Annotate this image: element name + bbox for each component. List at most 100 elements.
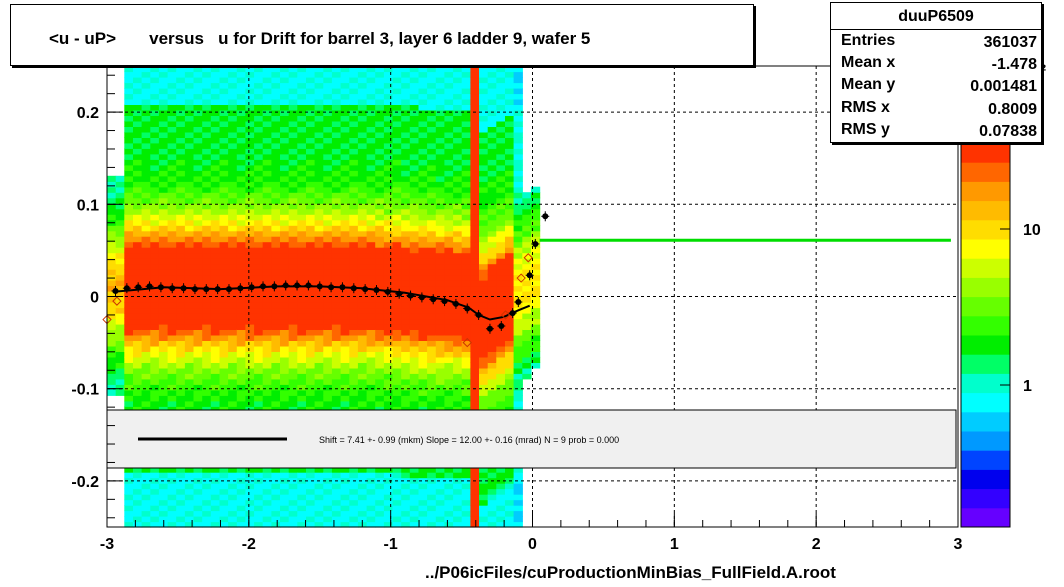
palette-band — [961, 181, 1010, 202]
heatmap-cell — [271, 274, 281, 281]
heatmap-cell — [280, 93, 290, 100]
heatmap-cell — [470, 329, 480, 336]
heatmap-cell — [107, 258, 117, 265]
heatmap-cell — [453, 82, 463, 89]
heatmap-cell — [297, 170, 307, 177]
heatmap-cell — [323, 225, 333, 232]
heatmap-cell — [383, 98, 394, 105]
heatmap-cell — [427, 214, 437, 221]
heatmap-cell — [280, 252, 290, 259]
heatmap-cell — [254, 236, 264, 243]
heatmap-cell — [331, 148, 342, 155]
profile-point — [328, 284, 335, 291]
heatmap-cell — [392, 197, 402, 204]
heatmap-cell — [357, 252, 368, 259]
heatmap-cell — [418, 307, 428, 314]
heatmap-cell — [262, 66, 272, 73]
heatmap-cell — [340, 236, 350, 243]
heatmap-cell — [383, 356, 394, 363]
heatmap-cell — [409, 488, 420, 495]
heatmap-cell — [158, 488, 169, 495]
heatmap-cell — [133, 214, 143, 221]
heatmap-cell — [392, 181, 402, 188]
heatmap-cell — [288, 219, 298, 226]
heatmap-cell — [479, 296, 489, 303]
heatmap-cell — [228, 164, 238, 171]
heatmap-cell — [383, 477, 394, 484]
heatmap-cell — [288, 307, 298, 314]
heatmap-cell — [505, 351, 515, 358]
heatmap-cell — [479, 351, 489, 358]
heatmap-cell — [141, 252, 151, 259]
heatmap-cell — [228, 230, 238, 237]
heatmap-cell — [487, 334, 497, 341]
heatmap-cell — [262, 120, 272, 127]
heatmap-cell — [254, 120, 264, 127]
heatmap-cell — [375, 521, 385, 528]
heatmap-cell — [323, 77, 333, 84]
heatmap-cell — [288, 499, 298, 506]
heatmap-cell — [496, 98, 506, 105]
heatmap-cell — [184, 230, 195, 237]
heatmap-cell — [288, 93, 298, 100]
heatmap-cell — [530, 313, 541, 320]
heatmap-cell — [306, 203, 316, 210]
heatmap-cell — [297, 126, 307, 133]
heatmap-cell — [297, 269, 307, 276]
heatmap-cell — [392, 170, 402, 177]
heatmap-cell — [513, 313, 523, 320]
heatmap-cell — [392, 82, 402, 89]
heatmap-cell — [487, 115, 497, 122]
heatmap-cell — [357, 373, 368, 380]
heatmap-cell — [487, 384, 497, 391]
heatmap-cell — [513, 466, 523, 473]
heatmap-cell — [219, 241, 229, 248]
heatmap-cell — [375, 247, 385, 254]
heatmap-cell — [271, 214, 281, 221]
heatmap-cell — [288, 269, 298, 276]
heatmap-cell — [496, 274, 506, 281]
heatmap-cell — [323, 247, 333, 254]
heatmap-cell — [288, 340, 298, 347]
heatmap-cell — [107, 175, 117, 182]
heatmap-cell — [245, 153, 255, 160]
heatmap-cell — [297, 263, 307, 270]
heatmap-cell — [418, 323, 428, 330]
heatmap-cell — [383, 153, 394, 160]
heatmap-cell — [280, 197, 290, 204]
heatmap-cell — [383, 77, 394, 84]
heatmap-cell — [107, 285, 117, 292]
heatmap-cell — [193, 356, 203, 363]
heatmap-cell — [184, 313, 195, 320]
heatmap-cell — [383, 88, 394, 95]
heatmap-cell — [314, 208, 324, 215]
heatmap-cell — [375, 252, 385, 259]
heatmap-cell — [271, 186, 281, 193]
heatmap-cell — [228, 208, 238, 215]
heatmap-cell — [193, 488, 203, 495]
heatmap-cell — [435, 488, 446, 495]
heatmap-cell — [366, 329, 376, 336]
heatmap-cell — [366, 98, 376, 105]
heatmap-cell — [167, 499, 177, 506]
heatmap-cell — [124, 230, 134, 237]
heatmap-cell — [167, 510, 177, 517]
heatmap-cell — [453, 77, 463, 84]
heatmap-cell — [375, 109, 385, 116]
heatmap-cell — [245, 367, 255, 374]
heatmap-cell — [401, 208, 411, 215]
heatmap-cell — [288, 252, 298, 259]
heatmap-cell — [288, 488, 298, 495]
heatmap-cell — [124, 98, 134, 105]
heatmap-cell — [392, 384, 402, 391]
heatmap-cell — [496, 280, 506, 287]
heatmap-cell — [262, 494, 272, 501]
heatmap-cell — [409, 148, 420, 155]
heatmap-cell — [340, 71, 350, 78]
heatmap-cell — [530, 318, 541, 325]
heatmap-cell — [306, 104, 316, 111]
heatmap-cell — [323, 384, 333, 391]
heatmap-cell — [479, 236, 489, 243]
heatmap-cell — [314, 296, 324, 303]
heatmap-cell — [107, 225, 117, 232]
